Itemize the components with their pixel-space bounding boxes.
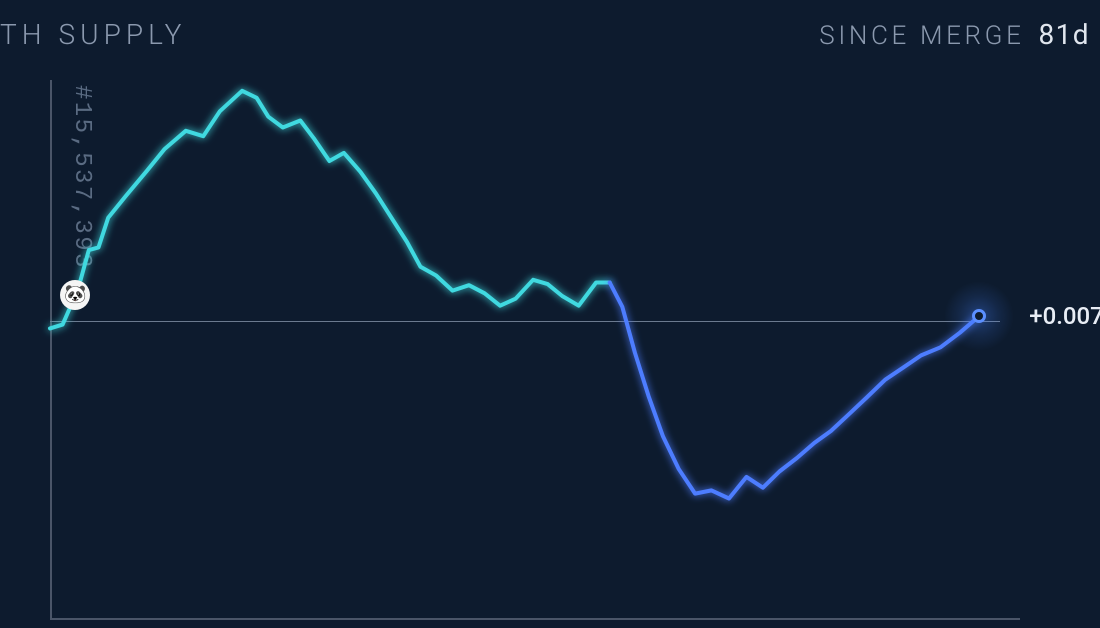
page-title: TH SUPPLY [0, 18, 187, 51]
merge-marker-icon: 🐼 [60, 280, 90, 310]
chart-header: TH SUPPLY SINCE MERGE 81d [0, 18, 1100, 51]
chart-series-segment1 [50, 91, 610, 329]
rate-value: +0.007% [1029, 302, 1100, 330]
end-marker-icon [972, 309, 986, 323]
since-merge-label: SINCE MERGE [819, 21, 1024, 51]
rate-label: +0.007%/y [1029, 302, 1100, 330]
chart-line-svg [50, 80, 1020, 620]
since-merge-value: 81d [1039, 18, 1090, 51]
supply-chart: #15,537,393 🐼 [50, 80, 1020, 620]
chart-series-segment2 [610, 283, 980, 499]
since-merge-block: SINCE MERGE 81d [819, 18, 1090, 51]
